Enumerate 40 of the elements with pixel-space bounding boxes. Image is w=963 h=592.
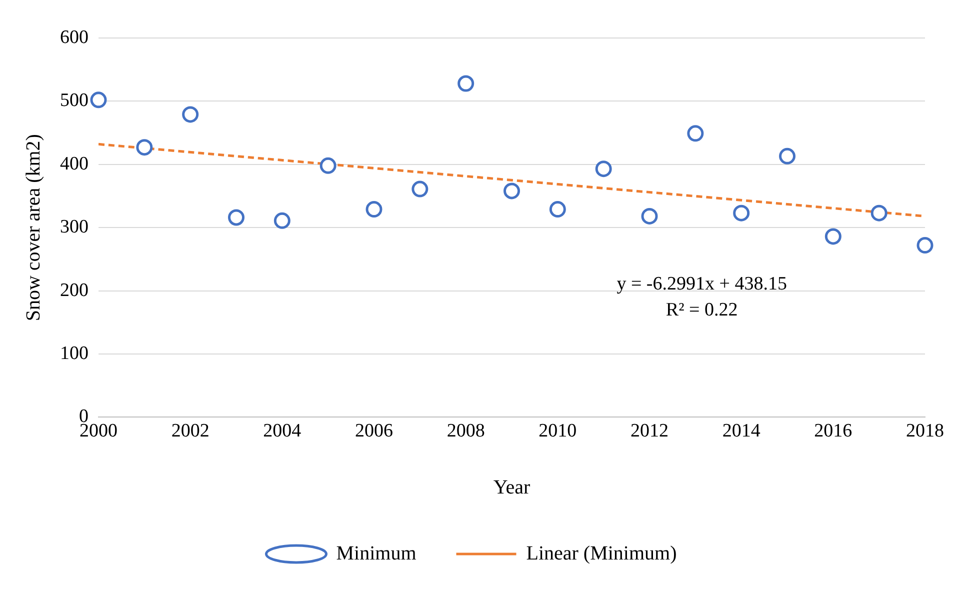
point [641,208,658,224]
point [870,204,888,222]
point [824,228,842,245]
x-tick-label: 2008 [446,420,485,442]
point [136,139,153,156]
y-tick-label: 600 [60,26,88,48]
point [916,237,934,254]
point [779,148,796,164]
point [182,106,199,123]
point [687,125,704,142]
x-tick-label: 2004 [263,420,302,442]
point [274,212,290,229]
point [549,201,566,218]
annotation: R² = 0.22 [666,299,738,320]
point [458,75,474,92]
point [366,201,382,218]
y-tick-label: 500 [60,90,88,112]
legend-label: Linear (Minimum) [526,542,677,564]
legend-label: Minimum [336,542,417,564]
y-tick-label: 200 [60,280,88,301]
point [228,209,244,226]
y-axis-title: Snow cover area (km2) [22,134,44,322]
annotation: y = -6.2991x + 438.15 [616,273,787,294]
x-tick-label: 2006 [355,420,393,442]
y-tick-label: 100 [60,342,88,364]
point [595,160,612,178]
point [90,92,107,108]
point [733,204,750,222]
x-axis-title: Year [493,476,531,498]
x-tick-label: 2012 [630,420,668,442]
x-tick-label: 2018 [906,420,944,442]
point [504,182,520,200]
y-tick-label: 400 [60,153,88,174]
x-tick-label: 2010 [538,420,577,442]
point [412,180,428,198]
point [320,157,336,174]
x-tick-label: 2014 [722,420,761,442]
y-tick-label: 300 [60,216,88,238]
x-tick-label: 2002 [171,420,210,442]
x-tick-label: 2016 [814,420,852,442]
